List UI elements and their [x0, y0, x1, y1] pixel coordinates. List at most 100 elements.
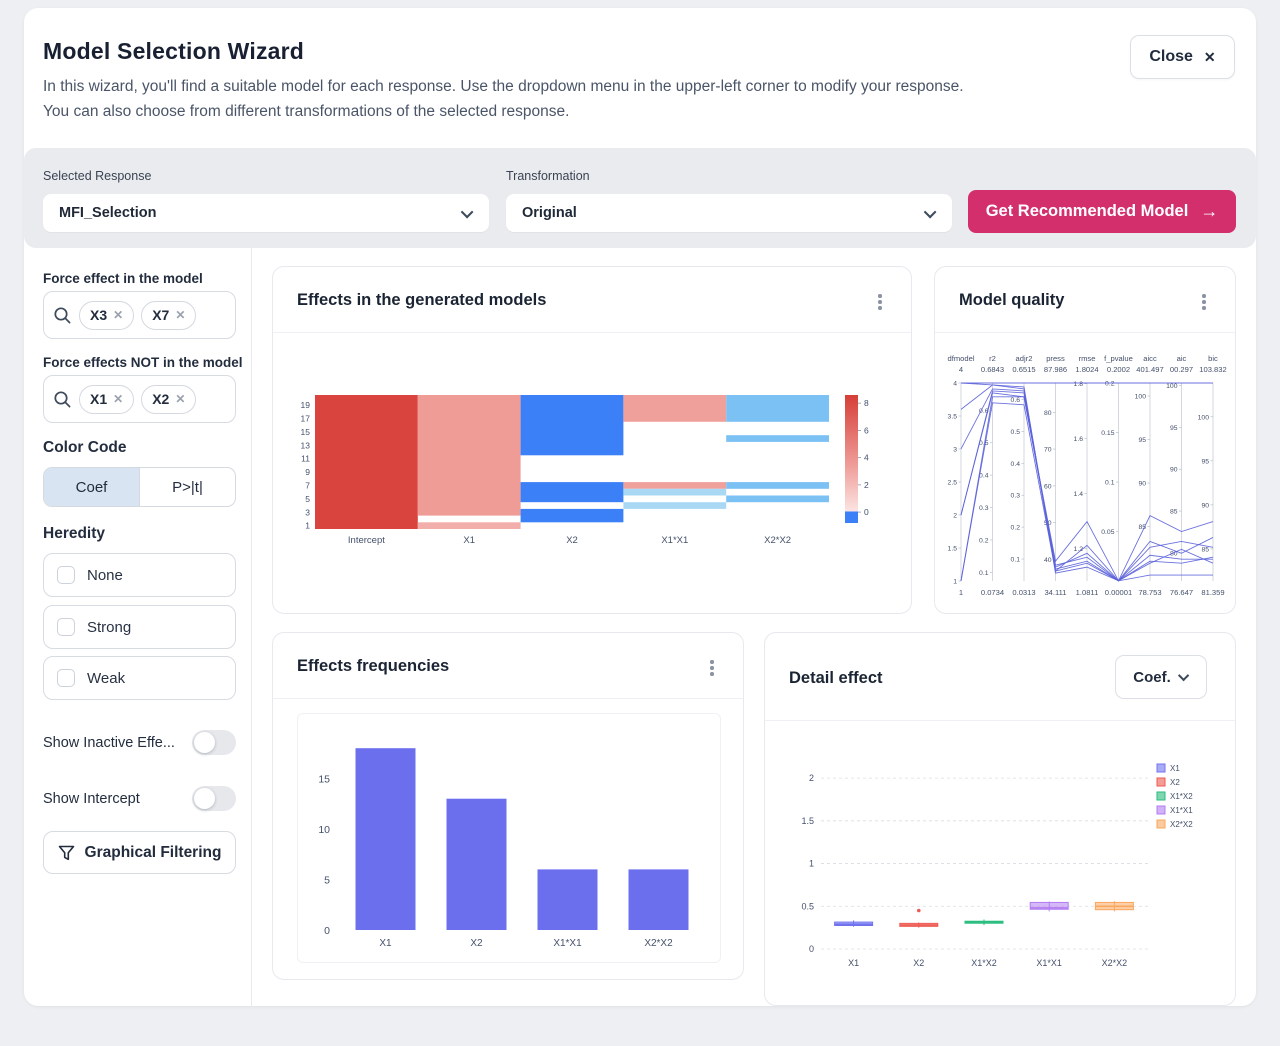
svg-text:3: 3	[953, 447, 957, 454]
selected-response-value: MFI_Selection	[59, 205, 157, 221]
show-intercept-toggle[interactable]	[192, 786, 236, 811]
selected-response-dropdown[interactable]: MFI_Selection	[43, 194, 489, 232]
force-out-input[interactable]: X1 ✕ X2 ✕	[43, 375, 236, 423]
svg-text:0: 0	[809, 944, 814, 954]
svg-text:1: 1	[959, 588, 963, 597]
svg-text:X2: X2	[913, 958, 924, 968]
svg-text:X1: X1	[379, 938, 392, 949]
svg-text:0.1: 0.1	[1105, 480, 1115, 487]
chip-x2[interactable]: X2 ✕	[141, 384, 197, 414]
panel-header	[273, 267, 911, 333]
show-inactive-effects-toggle[interactable]	[192, 730, 236, 755]
svg-text:X2*X2: X2*X2	[1170, 820, 1193, 829]
effects-models-panel: Effects in the generated models 1 3 5 7 9 11 1…	[272, 266, 912, 614]
force-in-input[interactable]: X3 ✕ X7 ✕	[43, 291, 236, 339]
svg-text:0.3: 0.3	[979, 505, 989, 512]
remove-chip-icon[interactable]: ✕	[175, 392, 186, 406]
heredity-option-strong[interactable]: Strong	[43, 605, 236, 649]
detail-effect-panel: Detail effect Coef. 0 0.5 1 1.5 2 X1 X2 X1*X2 X1…	[764, 632, 1236, 1006]
selected-response-label: Selected Response	[43, 169, 152, 183]
svg-text:11: 11	[301, 454, 310, 464]
get-recommended-model-button[interactable]: Get Recommended Model →	[968, 190, 1236, 233]
remove-chip-icon[interactable]: ✕	[113, 308, 124, 322]
effects-models-chart: 1 3 5 7 9 11 13 15 17 19 Intercept X1 X2 X1*X1 X2*X2 8 6…	[289, 387, 895, 559]
panel-header	[935, 267, 1235, 333]
svg-text:X1: X1	[848, 958, 859, 968]
chip-x1[interactable]: X1 ✕	[79, 384, 135, 414]
checkbox-none[interactable]	[57, 566, 75, 584]
svg-text:X1*X1: X1*X1	[553, 938, 582, 949]
svg-text:3: 3	[305, 507, 310, 517]
svg-text:0.05: 0.05	[1101, 529, 1114, 536]
remove-chip-icon[interactable]: ✕	[175, 308, 186, 322]
metric-dropdown-value: Coef.	[1133, 668, 1171, 686]
model-quality-chart: dfmodel 4 r2 0.6843 adjr2 0.6515 press 87.986 rm…	[945, 351, 1227, 607]
svg-text:0.0313: 0.0313	[1012, 588, 1035, 597]
heredity-option-none[interactable]: None	[43, 553, 236, 597]
svg-text:401.497: 401.497	[1136, 365, 1163, 374]
segment-coef[interactable]: Coef	[44, 468, 139, 506]
chip-label: X7	[152, 307, 170, 323]
svg-text:r2: r2	[989, 354, 996, 363]
svg-text:85: 85	[1138, 524, 1146, 531]
svg-text:2: 2	[809, 773, 814, 783]
svg-text:95: 95	[1201, 458, 1209, 465]
kebab-menu-icon[interactable]	[701, 657, 723, 679]
svg-text:aicc: aicc	[1143, 354, 1157, 363]
svg-text:X1*X2: X1*X2	[971, 958, 997, 968]
checkbox-strong[interactable]	[57, 618, 75, 636]
option-label: Weak	[87, 669, 126, 687]
svg-text:0.00001: 0.00001	[1105, 588, 1132, 597]
chevron-down-icon	[460, 205, 474, 218]
svg-text:100: 100	[1135, 394, 1147, 401]
search-icon	[54, 306, 71, 323]
chip-x3[interactable]: X3 ✕	[79, 300, 135, 330]
svg-text:60: 60	[1044, 483, 1052, 490]
svg-text:1.8024: 1.8024	[1075, 365, 1098, 374]
remove-chip-icon[interactable]: ✕	[113, 392, 124, 406]
svg-text:70: 70	[1044, 447, 1052, 454]
kebab-menu-icon[interactable]	[869, 291, 891, 313]
graphical-filtering-button[interactable]: Graphical Filtering	[43, 831, 236, 874]
svg-text:1.5: 1.5	[801, 816, 814, 826]
option-label: None	[87, 566, 123, 584]
option-label: Strong	[87, 618, 132, 636]
svg-text:1.2: 1.2	[1074, 546, 1084, 553]
cta-label: Get Recommended Model	[985, 202, 1189, 220]
heredity-option-weak[interactable]: Weak	[43, 656, 236, 700]
color-code-label: Color Code	[43, 439, 127, 456]
chip-label: X2	[152, 391, 170, 407]
force-in-label: Force effect in the model	[43, 271, 203, 286]
show-intercept-label: Show Intercept	[43, 791, 140, 807]
transformation-dropdown[interactable]: Original	[506, 194, 952, 232]
svg-text:0.2002: 0.2002	[1107, 365, 1130, 374]
svg-text:80: 80	[1044, 410, 1052, 417]
svg-text:15: 15	[301, 427, 311, 437]
wizard-description-line2: You can also choose from different trans…	[43, 103, 570, 120]
svg-text:0.2: 0.2	[1011, 525, 1021, 532]
svg-text:4: 4	[864, 453, 869, 463]
detail-effect-metric-dropdown[interactable]: Coef.	[1115, 655, 1207, 699]
svg-text:0.5: 0.5	[801, 901, 814, 911]
svg-text:X1*X1: X1*X1	[1170, 806, 1193, 815]
segment-pvalue[interactable]: P>|t|	[139, 468, 235, 506]
svg-text:0.4: 0.4	[1011, 461, 1021, 468]
svg-text:100: 100	[1198, 414, 1210, 421]
svg-text:90: 90	[1138, 481, 1146, 488]
chip-x7[interactable]: X7 ✕	[141, 300, 197, 330]
checkbox-weak[interactable]	[57, 669, 75, 687]
kebab-menu-icon[interactable]	[1193, 291, 1215, 313]
svg-text:2.5: 2.5	[948, 480, 958, 487]
effects-frequencies-chart: 0 5 10 15 X1 X2 X1*X1 X2*X2	[297, 713, 721, 963]
svg-text:19: 19	[301, 400, 311, 410]
chevron-down-icon	[923, 205, 937, 218]
force-out-label: Force effects NOT in the model	[43, 355, 243, 370]
effects-models-title: Effects in the generated models	[297, 291, 547, 309]
svg-text:0.5: 0.5	[1011, 429, 1021, 436]
svg-text:1.8: 1.8	[1074, 381, 1084, 388]
svg-text:aic: aic	[1177, 354, 1187, 363]
svg-text:90: 90	[1170, 467, 1178, 474]
close-button[interactable]: Close ✕	[1130, 35, 1235, 79]
svg-text:34.111: 34.111	[1044, 588, 1066, 597]
svg-text:0.6843: 0.6843	[981, 365, 1004, 374]
